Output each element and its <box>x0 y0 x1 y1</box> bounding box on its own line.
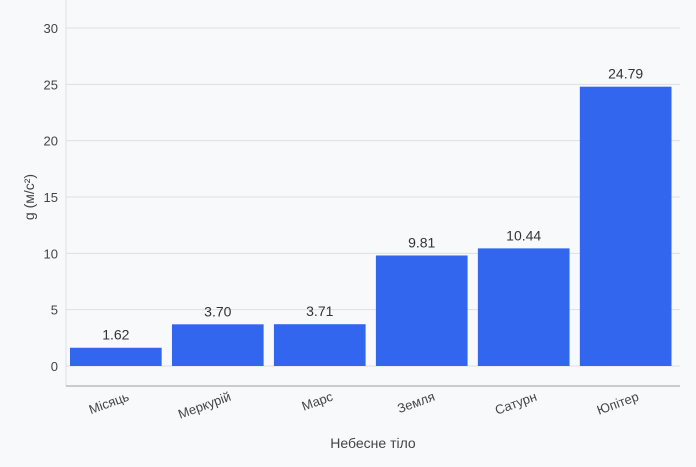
data-label: 24.79 <box>608 66 643 82</box>
data-label: 3.70 <box>204 303 231 319</box>
x-tick-label: Марс <box>300 389 336 414</box>
bar <box>171 324 264 366</box>
x-tick-label: Юпітер <box>595 389 641 418</box>
bar <box>273 324 366 366</box>
x-tick-label: Меркурій <box>176 389 233 422</box>
x-tick-label: Земля <box>395 389 436 416</box>
data-labels: 1.62 3.70 3.71 9.81 10.44 24.79 <box>102 66 643 343</box>
data-label: 1.62 <box>102 327 129 343</box>
data-label: 9.81 <box>408 234 435 250</box>
data-label: 3.71 <box>306 303 333 319</box>
bar <box>477 248 570 366</box>
x-axis-title: Небесне тіло <box>330 435 416 451</box>
y-tick-label: 25 <box>44 77 58 92</box>
y-tick-label: 10 <box>44 246 58 261</box>
bars <box>70 86 672 366</box>
y-tick-label: 0 <box>51 359 58 374</box>
y-axis-ticks: 0 5 10 15 20 25 30 <box>44 21 58 374</box>
y-tick-label: 20 <box>44 134 58 149</box>
y-axis-title: g (м/с²) <box>21 174 37 220</box>
bar <box>70 347 162 366</box>
bar <box>375 255 468 366</box>
x-tick-label: Сатурн <box>493 389 539 418</box>
data-label: 10.44 <box>506 227 541 243</box>
y-tick-label: 15 <box>44 190 58 205</box>
y-tick-label: 30 <box>44 21 58 36</box>
y-tick-label: 5 <box>51 303 58 318</box>
grid-lines <box>65 0 680 386</box>
x-tick-label: Місяць <box>87 389 131 417</box>
x-axis-ticks: Місяць Меркурій Марс Земля Сатурн Юпітер <box>87 389 641 422</box>
bar <box>579 86 672 366</box>
